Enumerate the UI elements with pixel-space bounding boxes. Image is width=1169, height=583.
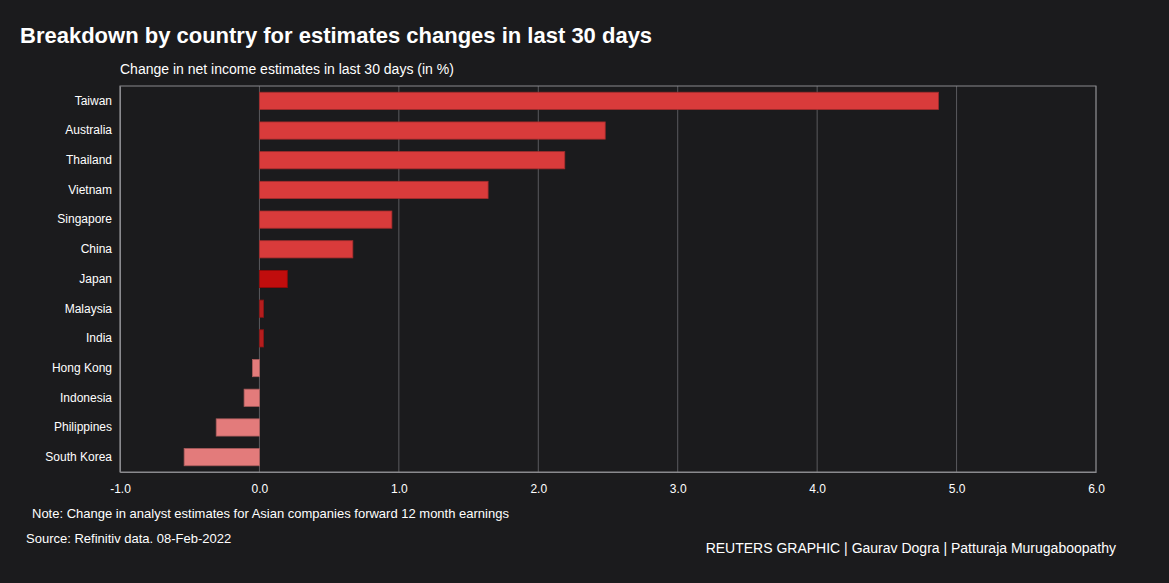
tick: Philippines [54,420,112,434]
annotation: REUTERS GRAPHIC | Gaurav Dogra | Pattura… [706,540,1116,556]
bar [244,389,259,406]
tick: Taiwan [75,94,112,108]
bar [259,300,263,317]
tick-label: 4.0 [809,482,826,496]
category-label: Japan [79,272,112,286]
grid-line [398,86,399,472]
tick: Singapore [57,212,112,226]
bar [259,92,938,109]
subtitle: Change in net income estimates in last 3… [120,61,454,77]
background [0,0,1169,583]
tick: -1.0 [110,472,131,496]
category-label: Singapore [57,212,112,226]
category-label: Australia [65,123,112,137]
tick: Vietnam [68,183,112,197]
tick: 2.0 [530,472,547,496]
tick: 0.0 [252,472,269,496]
category-label: Philippines [54,420,112,434]
bar [259,181,488,198]
bar [259,211,391,228]
bar [259,241,352,258]
category-label: Taiwan [75,94,112,108]
tick: South Korea [45,450,112,464]
grid-line [677,86,678,472]
tick: Hong Kong [52,361,112,375]
tick-label: 1.0 [391,482,408,496]
tick: 3.0 [670,472,687,496]
bar [184,449,259,466]
plot-frame [120,86,1096,472]
category-label: Hong Kong [52,361,112,375]
tick-label: 0.0 [252,482,269,496]
grid [120,86,1096,472]
annotation: Source: Refinitiv data. 08-Feb-2022 [26,531,231,546]
bar [216,419,259,436]
tick-label: 2.0 [530,482,547,496]
tick: India [86,331,112,345]
axis-line [120,87,121,473]
tick-label: 6.0 [1088,482,1105,496]
tick: China [81,242,113,256]
bar [259,122,605,139]
tick: Indonesia [60,391,112,405]
title: Breakdown by country for estimates chang… [20,23,652,48]
tick: 4.0 [809,472,826,496]
tick: Japan [79,272,112,286]
category-label: Malaysia [65,302,113,316]
bar [259,270,287,287]
tick-label: 3.0 [670,482,687,496]
category-label: Vietnam [68,183,112,197]
tick: 5.0 [949,472,966,496]
bar [252,359,259,376]
category-label: Indonesia [60,391,112,405]
tick-label: -1.0 [110,482,131,496]
annotation: Note: Change in analyst estimates for As… [32,506,509,521]
category-label: China [81,242,113,256]
grid-line [538,86,539,472]
grid-line [956,86,957,472]
category-label: India [86,331,112,345]
tick: Australia [65,123,112,137]
tick: 1.0 [391,472,408,496]
bar [259,330,263,347]
axis-line [121,472,1097,473]
chart: Breakdown by country for estimates chang… [0,0,1169,583]
y-axis: Taiwan Australia Thailand Vietnam Singapore C… [45,87,120,473]
tick: Malaysia [65,302,113,316]
category-label: Thailand [66,153,112,167]
tick-label: 5.0 [949,482,966,496]
tick: Thailand [66,153,112,167]
x-axis: -1.0 0.0 1.0 2.0 3.0 4.0 5.0 6.0 [110,472,1105,496]
tick: 6.0 [1088,472,1105,496]
bar [259,152,564,169]
grid-line [817,86,818,472]
category-label: South Korea [45,450,112,464]
bars [184,92,938,466]
